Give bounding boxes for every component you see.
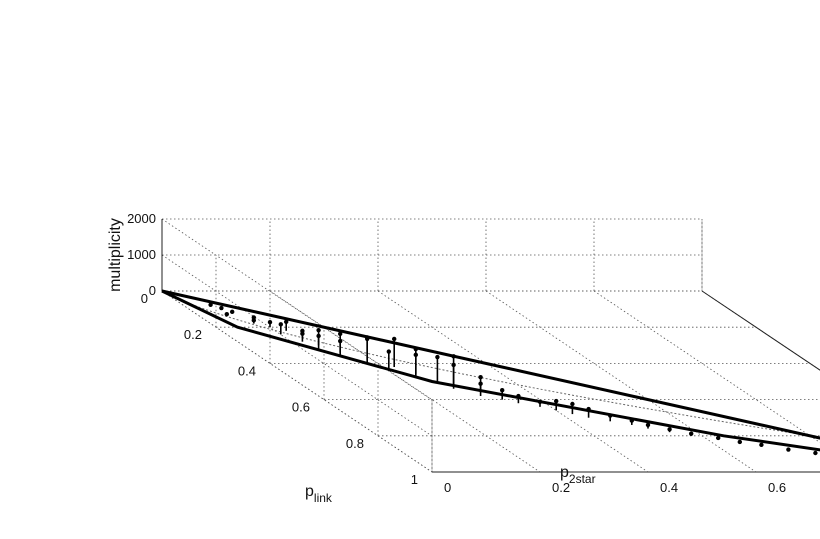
floor-edge-front-right bbox=[701, 290, 820, 371]
stem-point bbox=[365, 335, 370, 340]
stem-point bbox=[208, 302, 213, 307]
stem-point bbox=[516, 393, 521, 399]
y-tick-label: 0.2 bbox=[552, 480, 570, 495]
floor-grid-y bbox=[485, 290, 757, 473]
stem-point bbox=[813, 450, 818, 456]
axes-box bbox=[161, 219, 820, 473]
hull-outline bbox=[161, 289, 820, 452]
stem-point bbox=[786, 447, 791, 452]
stem-point bbox=[316, 333, 321, 339]
y-tick-label: 0 bbox=[444, 480, 451, 495]
stem-point bbox=[689, 431, 694, 436]
stem-point bbox=[386, 349, 391, 354]
stem-point bbox=[451, 354, 456, 359]
stem-point bbox=[224, 311, 229, 317]
stem-point bbox=[667, 427, 672, 432]
stem-point bbox=[629, 418, 634, 423]
stem-point bbox=[608, 413, 613, 418]
stem-point bbox=[737, 439, 742, 445]
stem-point bbox=[300, 328, 305, 334]
x-tick-label: 0.8 bbox=[346, 436, 364, 451]
stem-point bbox=[586, 406, 591, 412]
z-axis-label: multiplicity bbox=[107, 218, 124, 292]
stem-point bbox=[219, 305, 224, 311]
stem-point bbox=[278, 322, 283, 327]
stem-point bbox=[267, 319, 273, 325]
stem-point bbox=[478, 381, 483, 386]
x-tick-label: 0 bbox=[141, 291, 148, 306]
stem-point bbox=[537, 399, 543, 404]
wall-grid-horizontal bbox=[161, 290, 433, 473]
x-tick-label: 0.6 bbox=[292, 400, 310, 415]
y-tick-label: 0.6 bbox=[768, 480, 786, 495]
hull-upper-boundary bbox=[161, 289, 820, 440]
y-axis-label: p2star bbox=[560, 464, 596, 486]
y-tick-label: 0.4 bbox=[660, 480, 678, 495]
x-tick-label: 0.4 bbox=[238, 363, 256, 378]
stem-point bbox=[413, 346, 418, 352]
stem-point bbox=[316, 327, 321, 333]
z-tick-label: 2000 bbox=[127, 211, 156, 226]
x-tick-label: 1 bbox=[411, 472, 418, 487]
stem-point bbox=[716, 435, 721, 441]
stem-point bbox=[478, 375, 483, 380]
x-axis-label: plink bbox=[305, 483, 333, 505]
floor-grid-y bbox=[377, 290, 649, 473]
reference-curve bbox=[161, 290, 820, 438]
stem-point bbox=[570, 401, 575, 407]
stem-point bbox=[230, 309, 235, 315]
stem-point bbox=[645, 422, 651, 428]
stem-point bbox=[435, 354, 440, 360]
stem-point bbox=[554, 398, 559, 404]
stem-point bbox=[251, 318, 256, 323]
stem-point bbox=[413, 352, 418, 358]
stems bbox=[208, 302, 818, 456]
stem-point bbox=[338, 338, 343, 344]
z-tick-label: 1000 bbox=[127, 247, 156, 262]
reference-curve-path bbox=[161, 290, 820, 438]
grid-lines bbox=[161, 218, 820, 473]
x-tick-label: 0.2 bbox=[184, 327, 202, 342]
stem-point bbox=[284, 319, 289, 325]
stem-point bbox=[451, 362, 456, 368]
stem-point bbox=[500, 388, 505, 393]
stem-point bbox=[392, 336, 397, 342]
stem-point bbox=[759, 442, 764, 448]
z-tick-label: 0 bbox=[149, 283, 156, 298]
stem-point bbox=[338, 331, 343, 337]
hull-lower-boundary bbox=[161, 289, 820, 452]
